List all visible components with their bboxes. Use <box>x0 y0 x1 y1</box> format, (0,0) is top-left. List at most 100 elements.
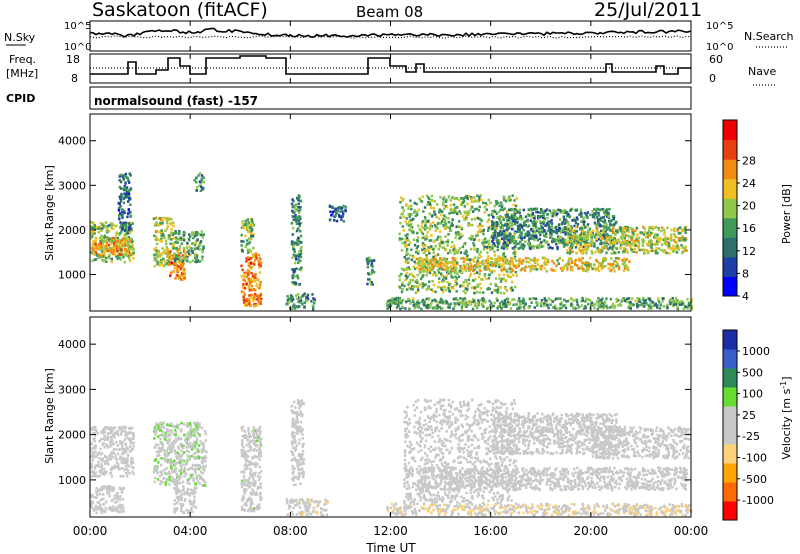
scatter-cell <box>178 437 182 441</box>
scatter-cell <box>544 209 547 212</box>
scatter-cell <box>123 184 126 188</box>
scatter-cell <box>522 305 526 309</box>
scatter-cell <box>608 238 612 242</box>
scatter-cell <box>460 305 464 309</box>
scatter-cell <box>496 238 500 242</box>
scatter-cell <box>673 232 676 236</box>
scatter-cell <box>259 300 262 304</box>
scatter-cell <box>520 268 524 271</box>
scatter-cell <box>598 301 602 304</box>
scatter-cell <box>544 241 547 245</box>
scatter-cell <box>132 435 135 438</box>
scatter-cell <box>542 222 545 226</box>
scatter-cell <box>434 213 437 216</box>
scatter-cell <box>528 297 531 301</box>
scatter-cell <box>189 253 192 257</box>
scatter-cell <box>672 238 676 242</box>
scatter-cell <box>155 242 159 246</box>
scatter-cell <box>159 437 162 441</box>
scatter-cell <box>248 302 251 306</box>
scatter-cell <box>501 268 504 271</box>
scatter-cell <box>468 237 471 240</box>
scatter-cell <box>178 245 182 248</box>
scatter-cell <box>121 237 124 241</box>
scatter-cell <box>474 263 477 267</box>
scatter-cell <box>119 495 122 498</box>
scatter-cell <box>438 262 442 266</box>
scatter-cell <box>173 259 177 263</box>
scatter-cell <box>485 208 488 211</box>
scatter-cell <box>247 264 250 267</box>
scatter-cell <box>493 254 497 257</box>
scatter-cell <box>475 199 478 202</box>
scatter-cell <box>549 234 552 238</box>
scatter-cell <box>408 299 411 302</box>
scatter-cell <box>112 227 115 231</box>
scatter-cell <box>401 206 404 209</box>
scatter-cell <box>295 283 298 286</box>
scatter-cell <box>450 286 453 289</box>
scatter-cell <box>160 232 163 235</box>
scatter-cell <box>459 212 462 215</box>
scatter-cell <box>298 283 301 286</box>
scatter-cell <box>508 234 511 237</box>
scatter-cell <box>546 208 549 211</box>
scatter-cell <box>126 244 129 247</box>
scatter-cell <box>403 284 406 288</box>
scatter-cell <box>516 307 519 311</box>
scatter-cell <box>250 223 253 226</box>
scatter-cell <box>604 225 607 229</box>
scatter-cell <box>102 503 106 506</box>
scatter-cell <box>178 237 181 241</box>
scatter-cell <box>628 303 631 307</box>
scatter-cell <box>439 297 443 301</box>
scatter-cell <box>676 306 679 309</box>
scatter-cell <box>502 224 505 227</box>
scatter-cell <box>588 227 591 231</box>
scatter-cell <box>257 263 261 266</box>
scatter-cell <box>428 262 431 265</box>
scatter-cell <box>109 249 112 253</box>
scatter-cell <box>592 302 595 305</box>
scatter-cell <box>131 247 135 250</box>
scatter-cell <box>248 282 252 285</box>
scatter-cell <box>658 240 661 243</box>
scatter-cell <box>510 267 513 271</box>
scatter-cell <box>114 501 117 504</box>
scatter-cell <box>676 300 679 304</box>
scatter-cell <box>157 223 160 227</box>
scatter-cell <box>174 266 177 270</box>
scatter-cell <box>439 242 442 245</box>
scatter-cell <box>479 282 482 286</box>
scatter-cell <box>524 303 527 306</box>
scatter-cell <box>402 209 405 212</box>
scatter-cell <box>559 297 562 300</box>
scatter-cell <box>130 447 134 451</box>
scatter-cell <box>666 243 670 247</box>
scatter-cell <box>489 201 492 204</box>
scatter-cell <box>297 222 301 225</box>
scatter-cell <box>255 298 259 301</box>
scatter-cell <box>118 498 122 501</box>
scatter-cell <box>431 289 435 293</box>
scatter-cell <box>98 501 101 504</box>
scatter-cell <box>117 201 120 205</box>
scatter-cell <box>506 274 509 277</box>
scatter-cell <box>660 248 663 252</box>
scatter-cell <box>120 442 123 445</box>
scatter-cell <box>445 205 449 209</box>
scatter-cell <box>251 261 255 265</box>
scatter-cell <box>632 240 636 244</box>
scatter-cell <box>443 276 446 279</box>
scatter-cell <box>183 272 186 276</box>
scatter-cell <box>439 196 442 199</box>
scatter-cell <box>608 207 611 211</box>
scatter-cell <box>180 255 183 259</box>
scatter-cell <box>500 265 503 268</box>
scatter-cell <box>459 251 463 254</box>
scatter-cell <box>598 248 601 251</box>
scatter-cell <box>533 256 536 260</box>
scatter-cell <box>194 256 197 260</box>
scatter-cell <box>297 300 300 304</box>
